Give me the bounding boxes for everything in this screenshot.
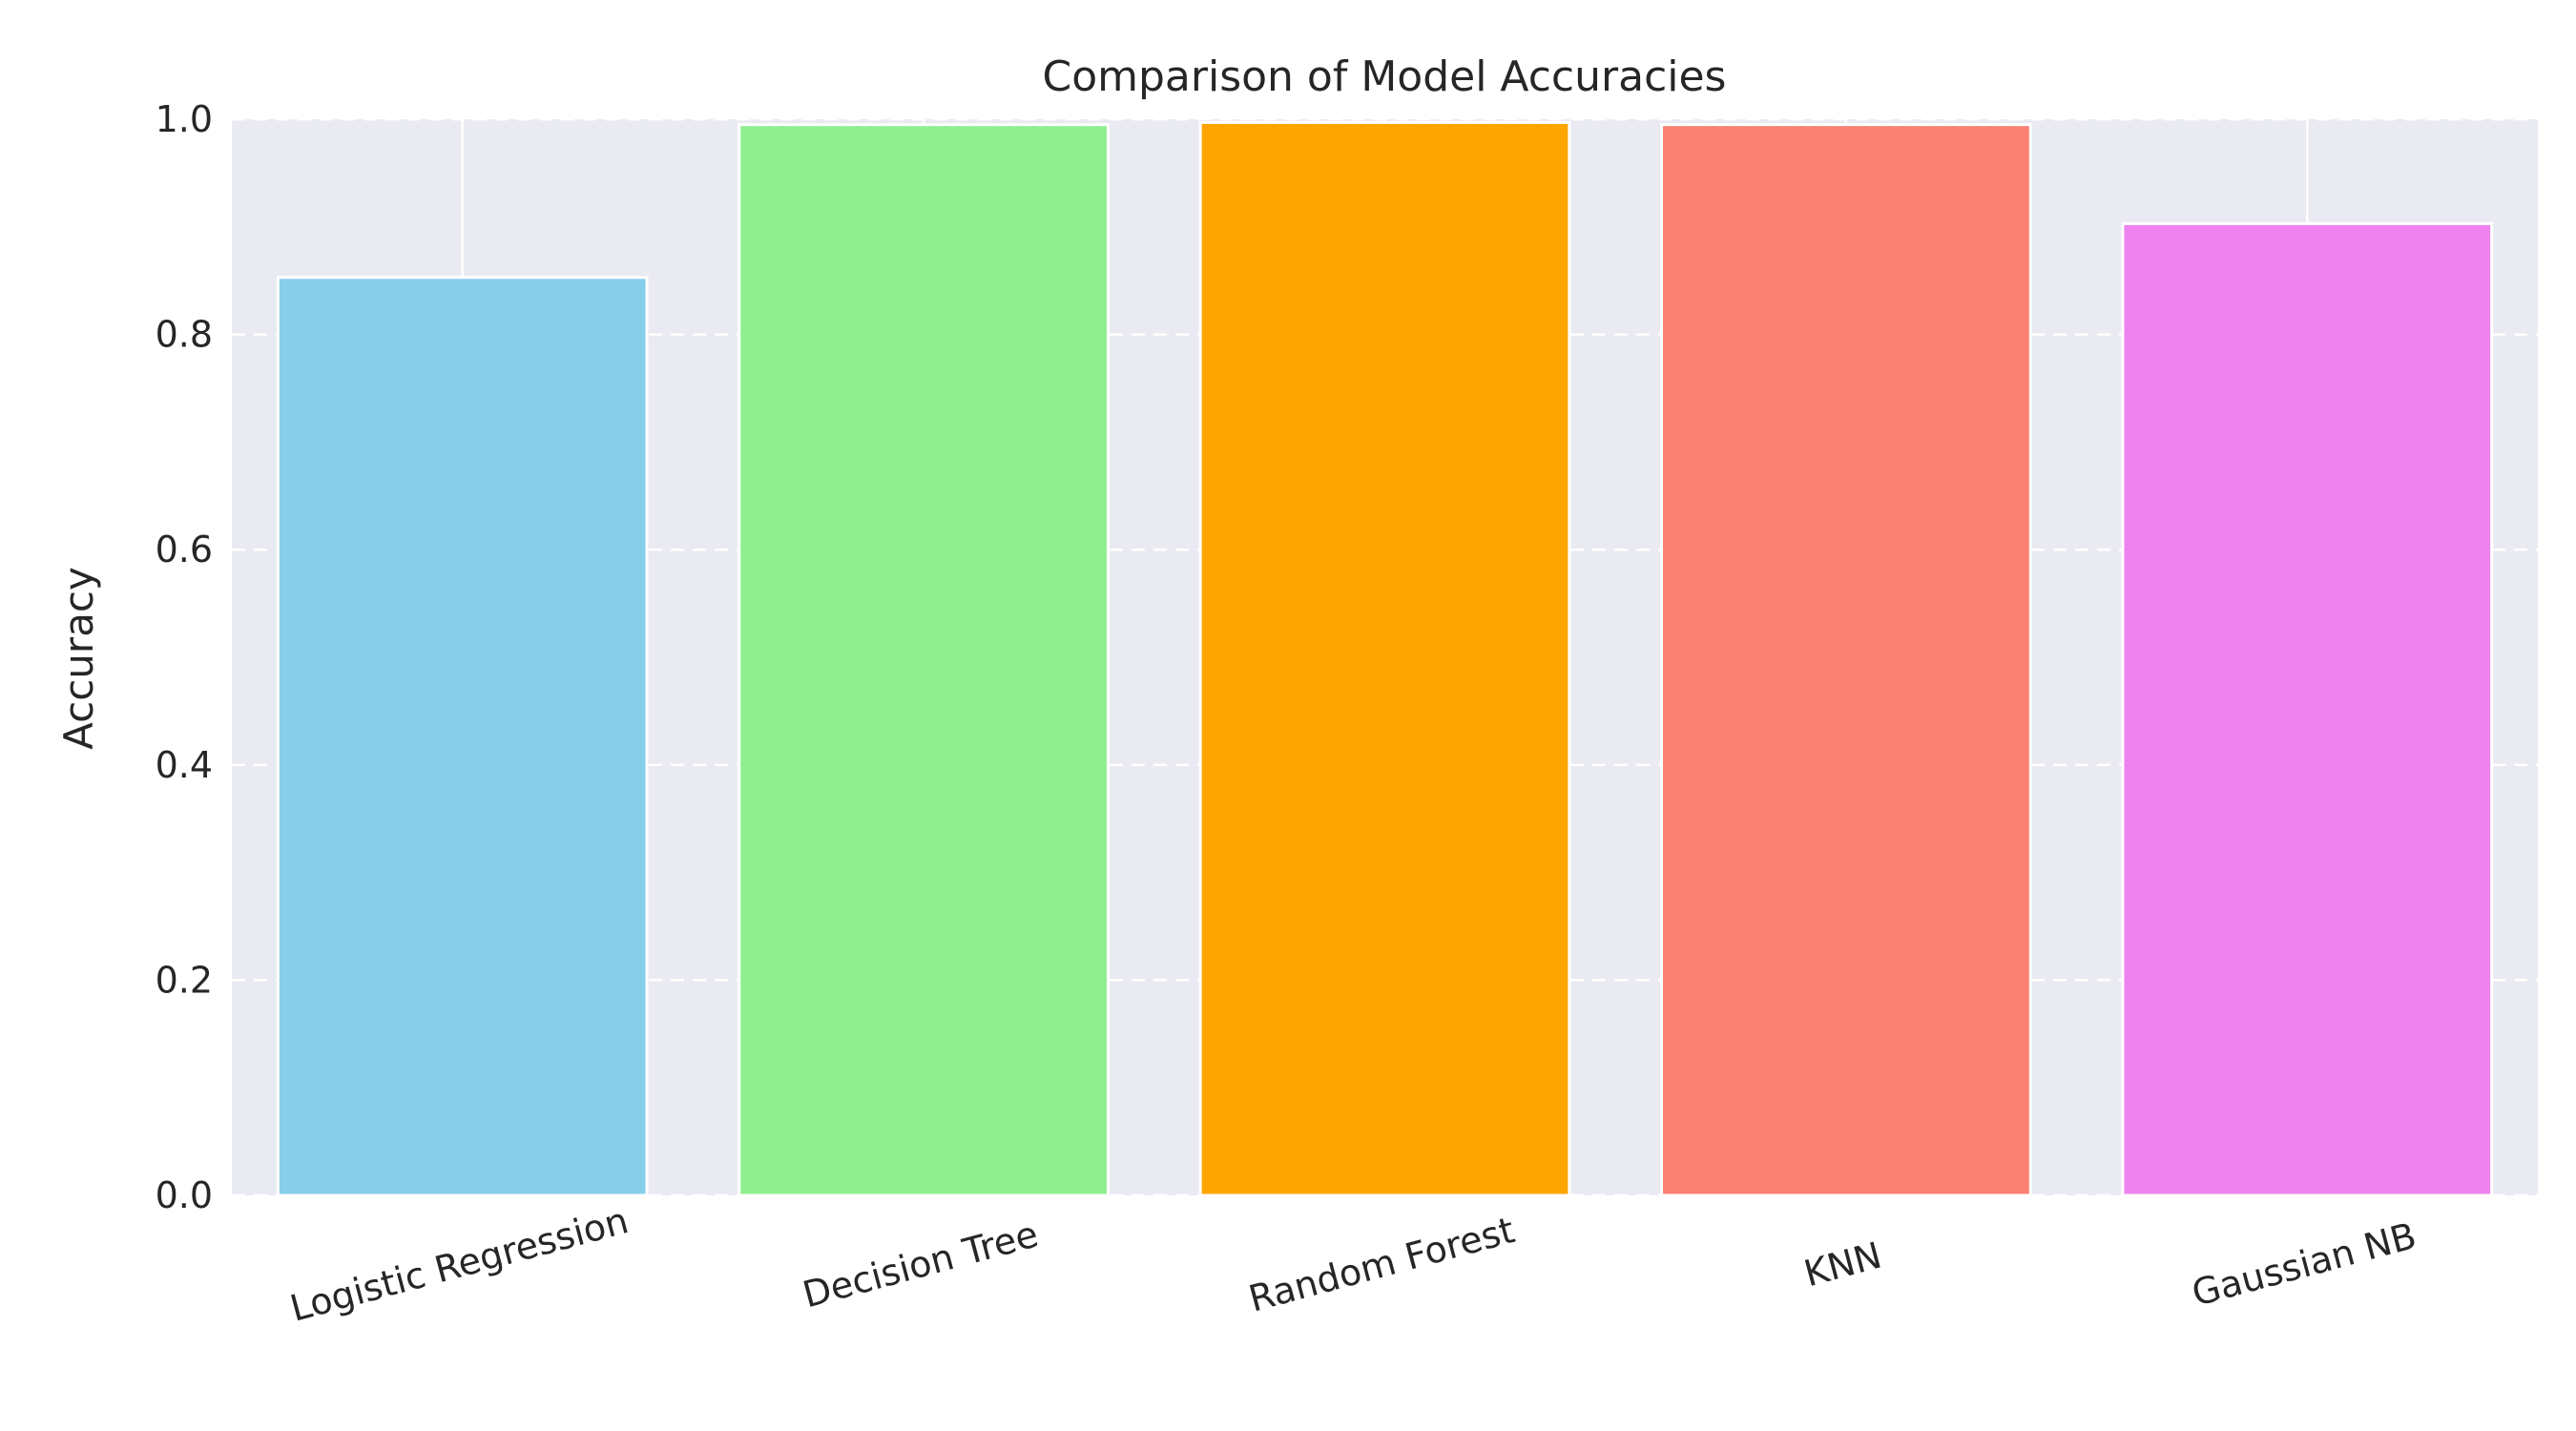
y-tick-label: 0.4 [156, 744, 213, 786]
y-tick-label: 0.8 [156, 314, 213, 356]
x-tick-labels: Logistic Regression Decision Tree Random F… [286, 1199, 2420, 1330]
bar-decision-tree [737, 123, 1110, 1197]
bar-knn [1660, 123, 2032, 1197]
y-tick-label: 0.2 [156, 959, 213, 1001]
y-axis-label: Accuracy [55, 567, 102, 750]
bar-gaussian-nb [2121, 221, 2494, 1197]
bar-logistic-regression [276, 276, 649, 1197]
bars [276, 120, 2494, 1197]
x-tick-label: KNN [1799, 1234, 1885, 1296]
y-tick-label: 0.0 [156, 1174, 213, 1216]
x-tick-label: Logistic Regression [286, 1199, 633, 1330]
chart-title: Comparison of Model Accuracies [1043, 52, 1727, 101]
y-tick-label: 1.0 [156, 98, 213, 140]
x-tick-label: Decision Tree [799, 1213, 1043, 1316]
bar-random-forest [1198, 120, 1571, 1197]
x-tick-label: Random Forest [1244, 1209, 1519, 1320]
y-tick-labels: 0.0 0.2 0.4 0.6 0.8 1.0 [156, 98, 213, 1216]
y-tick-label: 0.6 [156, 529, 213, 570]
x-tick-label: Gaussian NB [2188, 1214, 2420, 1315]
